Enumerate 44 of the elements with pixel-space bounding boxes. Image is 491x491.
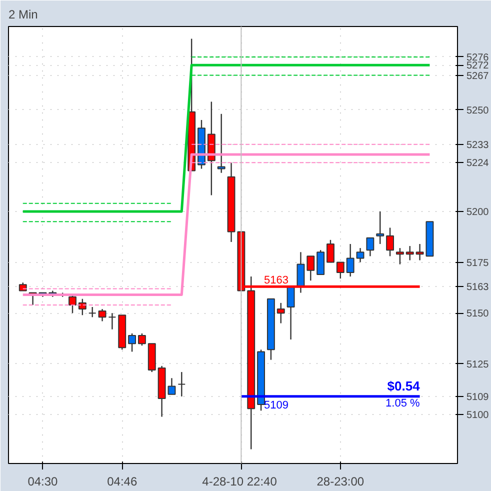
candlestick (366, 237, 374, 257)
candlestick (356, 247, 364, 263)
y-tick-label: 5272 (466, 60, 490, 72)
candlestick (88, 306, 96, 318)
chart-title: 2 Min (8, 8, 38, 22)
y-tick-label: 5224 (466, 158, 490, 170)
candlestick (217, 113, 226, 174)
y-tick-label: 5200 (466, 206, 490, 218)
annotation: 1.05 % (386, 397, 420, 410)
annotation: 5109 (264, 399, 288, 412)
candlestick (98, 308, 106, 322)
y-tick-label: 5109 (466, 392, 490, 403)
candlestick (286, 286, 295, 340)
candlestick (326, 239, 334, 263)
candlestick (306, 256, 315, 282)
annotation: 5163 (264, 274, 288, 287)
y-tick-label: 5233 (466, 140, 490, 151)
x-tick-label: 04:30 (28, 474, 58, 488)
candlestick (138, 332, 146, 346)
y-tick-label: 5267 (466, 70, 490, 82)
y-tick-label: 5175 (466, 258, 490, 269)
candlestick (396, 247, 404, 265)
candlestick (386, 227, 394, 257)
candlestick (276, 302, 285, 324)
candlestick (296, 252, 305, 294)
y-tick-label: 5125 (466, 359, 490, 370)
annotation: $0.54 (387, 378, 421, 394)
x-tick-label: 4-28-10 22:40 (202, 474, 278, 488)
candlestick (316, 249, 325, 276)
candlestick (68, 294, 76, 314)
candlestick (406, 245, 414, 261)
candlestick (376, 210, 384, 245)
y-tick-label: 5150 (466, 308, 490, 320)
candlestick (128, 332, 136, 352)
y-tick-label: 5100 (466, 410, 490, 422)
candlestick (346, 243, 354, 278)
y-tick-label: 5163 (466, 282, 490, 294)
x-tick-label: 28-23:00 (316, 474, 364, 488)
y-tick-label: 5250 (466, 105, 490, 116)
candlestick (178, 371, 186, 398)
candlestick (168, 378, 176, 395)
candlestick (108, 312, 116, 330)
candlestick (336, 262, 344, 280)
x-tick-label: 04:46 (107, 474, 138, 488)
